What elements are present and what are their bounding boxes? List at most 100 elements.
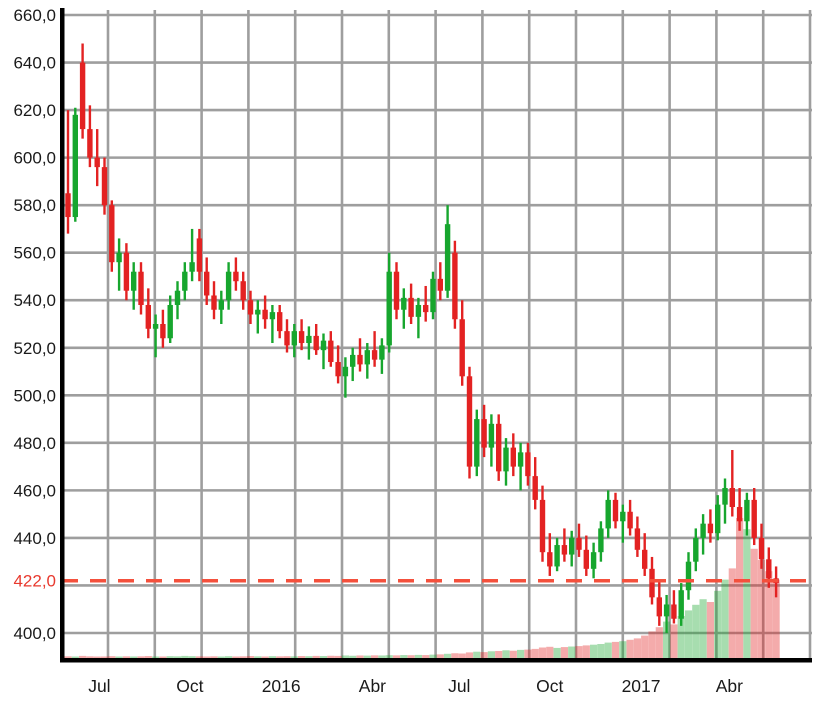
volume-bar bbox=[648, 631, 656, 658]
candle-body bbox=[488, 423, 495, 448]
candle-body bbox=[225, 271, 232, 301]
candle-body bbox=[444, 224, 451, 291]
candle-body bbox=[196, 238, 203, 272]
candle-body bbox=[627, 511, 633, 529]
volume-bar bbox=[188, 656, 196, 658]
volume-bar bbox=[495, 651, 503, 658]
candle-body bbox=[167, 304, 173, 339]
volume-bar bbox=[538, 647, 547, 658]
volume-bar bbox=[159, 656, 167, 658]
candle-body bbox=[583, 549, 589, 569]
candle-body bbox=[298, 331, 305, 344]
volume-bar bbox=[611, 641, 620, 658]
volume-bar bbox=[181, 655, 189, 658]
candle-body bbox=[350, 354, 356, 367]
volume-bar bbox=[502, 650, 510, 658]
y-axis-label: 560,0 bbox=[13, 244, 56, 263]
candle-body bbox=[649, 568, 655, 598]
volume-bar bbox=[130, 656, 138, 658]
volume-bar bbox=[166, 656, 174, 658]
candle-body bbox=[663, 604, 670, 617]
volume-bar bbox=[100, 656, 109, 658]
candle-body bbox=[729, 488, 735, 508]
candle-body bbox=[620, 511, 626, 522]
candle-body bbox=[101, 167, 108, 206]
alert-price-label: 422,0 bbox=[13, 572, 56, 591]
volume-bar bbox=[152, 656, 160, 658]
volume-bar bbox=[392, 655, 401, 658]
candle-body bbox=[605, 499, 611, 529]
x-axis-label: Abr bbox=[716, 676, 743, 696]
volume-bar bbox=[283, 656, 291, 658]
volume-bar bbox=[590, 644, 598, 658]
candle-body bbox=[160, 324, 166, 339]
candle-body bbox=[612, 499, 619, 522]
volume-bar bbox=[64, 656, 72, 658]
candle-body bbox=[371, 350, 378, 360]
candle-body bbox=[685, 561, 692, 591]
candle-body bbox=[145, 304, 151, 329]
volume-bar bbox=[232, 656, 240, 658]
volume-bar bbox=[750, 548, 758, 658]
volume-bar bbox=[246, 656, 255, 658]
volume-bar bbox=[670, 624, 678, 658]
volume-bar bbox=[604, 642, 612, 658]
volume-bar bbox=[429, 654, 437, 658]
y-axis-label: 400,0 bbox=[13, 624, 56, 643]
volume-bar bbox=[203, 656, 211, 658]
y-axis-label: 440,0 bbox=[13, 529, 56, 548]
candle-body bbox=[408, 297, 414, 317]
volume-bar bbox=[582, 645, 590, 658]
candle-body bbox=[466, 376, 473, 467]
y-axis-label: 620,0 bbox=[13, 101, 56, 120]
candle-body bbox=[211, 295, 217, 310]
candle-body bbox=[758, 537, 765, 560]
volume-bar bbox=[757, 560, 766, 658]
candle-body bbox=[554, 545, 560, 567]
candle-body bbox=[116, 252, 122, 263]
volume-bar bbox=[531, 648, 539, 658]
candle-body bbox=[766, 559, 772, 579]
candle-body bbox=[474, 419, 480, 467]
volume-bar bbox=[560, 647, 568, 658]
volume-bar bbox=[290, 656, 298, 658]
candle-body bbox=[415, 304, 422, 317]
candle-body bbox=[423, 304, 429, 313]
candle-body bbox=[452, 252, 458, 320]
volume-bar bbox=[407, 655, 415, 658]
volume-bar bbox=[363, 655, 371, 658]
volume-bar bbox=[465, 652, 474, 658]
candle-body bbox=[342, 366, 349, 377]
candle-body bbox=[437, 278, 443, 291]
volume-bar bbox=[458, 653, 466, 658]
candle-body bbox=[386, 271, 392, 346]
candle-body bbox=[503, 447, 509, 472]
volume-bar bbox=[298, 656, 306, 658]
volume-bar bbox=[721, 579, 729, 658]
candle-body bbox=[182, 271, 188, 291]
candle-body bbox=[481, 419, 487, 448]
candle-body bbox=[539, 499, 546, 553]
candle-body bbox=[656, 597, 662, 617]
candles bbox=[65, 43, 779, 633]
candle-body bbox=[72, 114, 78, 218]
x-axis-label: Jul bbox=[88, 676, 110, 696]
candle-body bbox=[642, 549, 648, 569]
volume-bar bbox=[312, 655, 320, 658]
volume-bar bbox=[137, 656, 145, 658]
candle-body bbox=[240, 281, 246, 301]
y-axis bbox=[60, 8, 65, 662]
candle-body bbox=[707, 523, 714, 534]
candle-body bbox=[79, 62, 86, 130]
candle-body bbox=[700, 523, 706, 538]
candle-body bbox=[364, 350, 370, 365]
volume-bar bbox=[79, 655, 87, 658]
volume-bar bbox=[173, 656, 182, 658]
candle-body bbox=[174, 290, 181, 305]
volume-bar bbox=[568, 646, 576, 658]
candle-body bbox=[109, 205, 115, 263]
volume-bar bbox=[684, 610, 693, 658]
y-axis-label: 480,0 bbox=[13, 434, 56, 453]
